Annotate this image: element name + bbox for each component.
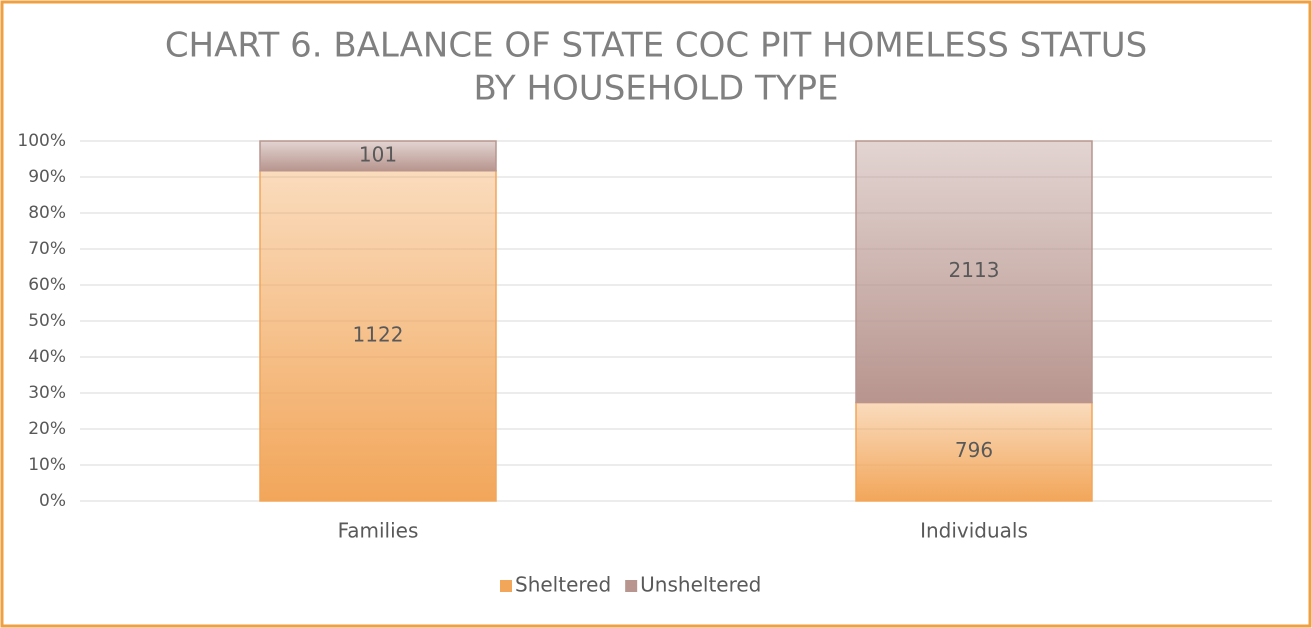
- bar-segment: [855, 140, 1093, 404]
- data-label: 796: [955, 438, 993, 462]
- y-tick-label: 80%: [28, 203, 66, 223]
- legend-swatch: [500, 580, 512, 592]
- chart-title: BY HOUSEHOLD TYPE: [473, 69, 838, 109]
- y-tick-label: 40%: [28, 347, 66, 367]
- legend-label: Unsheltered: [640, 573, 761, 597]
- data-label: 101: [359, 142, 397, 166]
- y-tick-label: 90%: [28, 167, 66, 187]
- data-label: 1122: [353, 322, 404, 346]
- bar-segment: [259, 169, 497, 502]
- y-tick-label: 10%: [28, 455, 66, 475]
- y-tick-label: 0%: [39, 491, 66, 511]
- y-tick-label: 50%: [28, 311, 66, 331]
- y-tick-label: 100%: [17, 131, 66, 151]
- y-tick-label: 30%: [28, 383, 66, 403]
- x-tick-label: Families: [338, 519, 419, 543]
- chart-title: CHART 6. BALANCE OF STATE COC PIT HOMELE…: [165, 26, 1147, 66]
- y-tick-label: 20%: [28, 419, 66, 439]
- data-label: 2113: [949, 258, 1000, 282]
- legend-swatch: [625, 580, 638, 592]
- bar-segment: [259, 140, 497, 172]
- x-tick-label: Individuals: [920, 519, 1028, 543]
- bar-segment: [855, 401, 1093, 502]
- y-tick-label: 60%: [28, 275, 66, 295]
- legend-label: Sheltered: [515, 573, 611, 597]
- y-tick-label: 70%: [28, 239, 66, 259]
